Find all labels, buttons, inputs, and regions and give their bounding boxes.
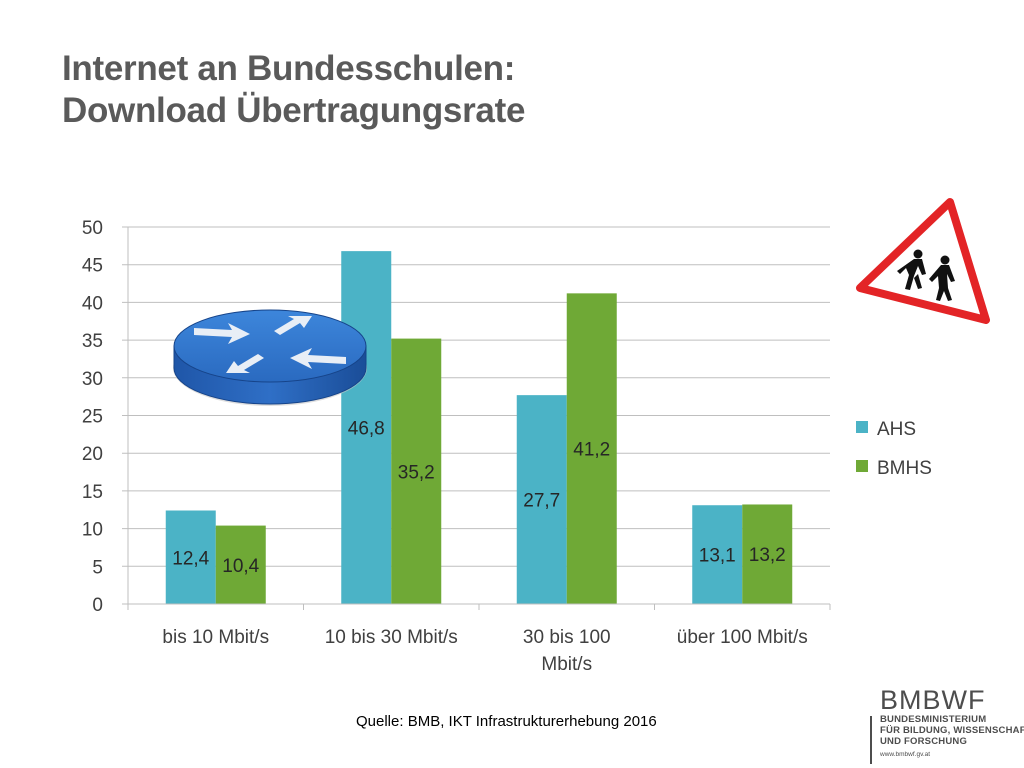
y-tick-label: 20 [82, 444, 103, 465]
y-tick-label: 40 [82, 293, 103, 314]
logo-divider [870, 716, 872, 764]
bar [516, 395, 567, 604]
bar [742, 504, 793, 604]
x-tick-label: Mbit/s [541, 654, 592, 675]
bar [391, 338, 442, 604]
title-line-1: Internet an Bundesschulen: [62, 49, 516, 88]
bmbwf-logo: BMBWF BUNDESMINISTERIUM FÜR BILDUNG, WIS… [870, 685, 1024, 764]
data-label: 13,2 [749, 545, 786, 566]
x-tick-label: 10 bis 30 Mbit/s [325, 627, 458, 648]
chart-title: Internet an Bundesschulen: Download Über… [62, 48, 525, 132]
data-label: 27,7 [523, 491, 560, 512]
logo-line-2: FÜR BILDUNG, WISSENSCHAFT [880, 725, 1024, 736]
y-tick-label: 50 [82, 218, 103, 239]
x-tick-label: bis 10 Mbit/s [162, 627, 269, 648]
data-label: 35,2 [398, 462, 435, 483]
data-label: 46,8 [348, 419, 385, 440]
logo-url: www.bmbwf.gv.at [880, 751, 931, 758]
y-tick-label: 35 [82, 331, 103, 352]
data-label: 41,2 [573, 440, 610, 461]
y-tick-label: 25 [82, 407, 103, 428]
x-tick-label: über 100 Mbit/s [677, 627, 808, 648]
bar [566, 293, 617, 604]
data-label: 12,4 [172, 548, 209, 569]
y-tick-label: 10 [82, 520, 103, 541]
y-tick-label: 30 [82, 369, 103, 390]
legend-label: AHS [877, 419, 916, 440]
y-tick-label: 45 [82, 256, 103, 277]
legend-label: BMHS [877, 458, 932, 479]
logo-line-3: UND FORSCHUNG [880, 736, 968, 747]
bar [215, 525, 266, 604]
network-router-icon [173, 309, 367, 406]
y-tick-label: 15 [82, 482, 103, 503]
y-tick-label: 5 [92, 557, 103, 578]
bar [692, 505, 743, 604]
legend-swatch [856, 460, 868, 472]
logo-brand: BMBWF [880, 685, 986, 715]
title-line-2: Download Übertragungsrate [62, 91, 526, 130]
data-label: 13,1 [699, 546, 736, 567]
school-children-warning-sign-icon [856, 198, 990, 324]
x-tick-label: 30 bis 100 [523, 627, 611, 648]
logo-line-1: BUNDESMINISTERIUM [880, 714, 987, 725]
bar [341, 251, 392, 605]
bar [165, 510, 216, 604]
source-note: Quelle: BMB, IKT Infrastrukturerhebung 2… [356, 713, 657, 730]
y-tick-label: 0 [92, 595, 103, 616]
legend-swatch [856, 421, 868, 433]
data-label: 10,4 [222, 556, 259, 577]
